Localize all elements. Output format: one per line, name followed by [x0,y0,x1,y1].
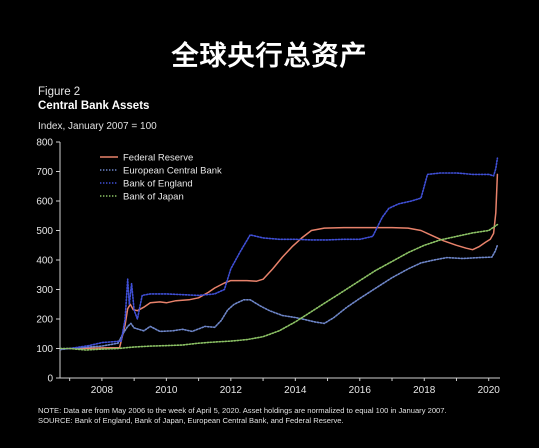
headline: 全球央行总资产 [171,41,368,72]
y-tick-label: 200 [36,315,53,326]
x-tick-label: 2008 [91,385,114,396]
y-tick-label: 700 [36,167,53,178]
series-line-bank-of-japan [60,223,499,351]
x-tick-label: 2016 [349,385,372,396]
legend-label: Bank of Japan [123,192,184,203]
note-line: NOTE: Data are from May 2006 to the week… [38,406,447,415]
x-tick-label: 2014 [284,385,307,396]
figure-label: Figure 2 [38,86,81,98]
series-line-european-central-bank [60,244,499,351]
series-lines [60,157,499,351]
x-tick-label: 2018 [413,385,436,396]
y-tick-label: 100 [36,344,53,355]
series-line-federal-reserve [60,173,499,350]
source-line: SOURCE: Bank of England, Bank of Japan, … [38,416,344,425]
x-tick-label: 2020 [478,385,501,396]
y-tick-label: 400 [36,256,53,267]
axes: 0 100 200 300 400 500 600 700 800 2008 2010 2012 201… [36,138,500,397]
y-tick-label: 0 [47,374,53,385]
chart-title: Central Bank Assets [38,100,150,112]
legend-label: European Central Bank [123,166,222,177]
y-tick-label: 600 [36,197,53,208]
legend-label: Federal Reserve [123,153,193,164]
legend-label: Bank of England [123,179,193,190]
y-tick-label: 500 [36,226,53,237]
chart-notes: NOTE: Data are from May 2006 to the week… [38,406,447,426]
y-tick-label: 300 [36,285,53,296]
x-tick-label: 2012 [220,385,243,396]
series-line-bank-of-england [60,157,499,350]
y-axis-label: Index, January 2007 = 100 [38,121,157,132]
x-tick-label: 2010 [155,385,178,396]
y-tick-label: 800 [36,138,53,149]
legend: Federal Reserve European Central Bank Bank… [100,153,222,203]
